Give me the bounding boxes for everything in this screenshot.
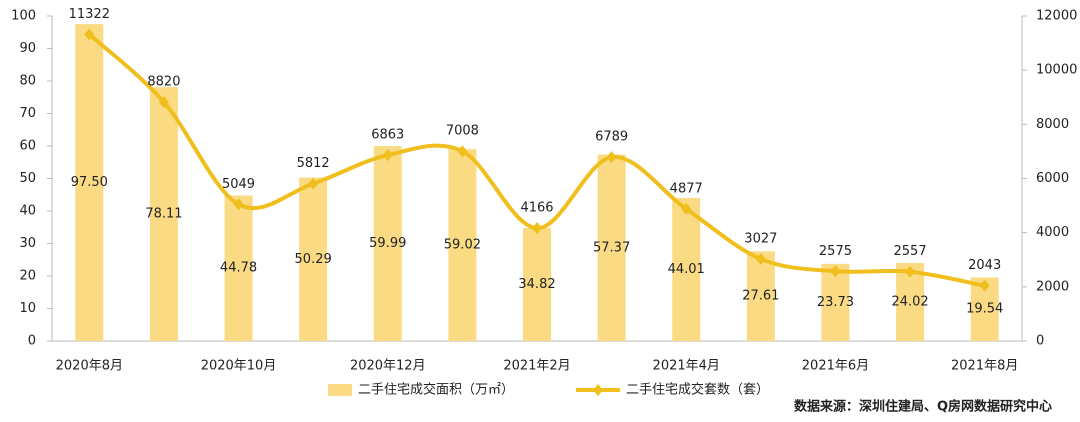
line-value-label: 7008: [446, 124, 479, 139]
line-marker: [755, 253, 766, 266]
bar-value-label: 97.50: [71, 175, 108, 190]
line-marker: [84, 28, 95, 41]
bar: [299, 177, 328, 341]
x-tick-label: 2021年4月: [653, 359, 720, 374]
line-value-label: 5049: [222, 177, 255, 192]
bar-value-label: 78.11: [145, 207, 182, 222]
y-tick-label: 100: [11, 9, 36, 24]
y2-tick-label: 6000: [1036, 171, 1069, 186]
bar: [523, 227, 551, 341]
x-tick-label: 2020年12月: [350, 359, 426, 374]
x-tick-label: 2020年10月: [201, 359, 277, 374]
line-marker: [382, 149, 393, 162]
legend-swatch: [593, 384, 603, 396]
y-tick-label: 0: [28, 334, 36, 349]
line-marker: [979, 279, 990, 292]
bar-value-label: 19.54: [966, 302, 1003, 317]
line-marker: [308, 177, 319, 190]
line-value-label: 4166: [520, 201, 553, 216]
line-value-label: 5812: [297, 156, 330, 171]
y2-tick-label: 4000: [1036, 225, 1069, 240]
x-tick-label: 2021年8月: [951, 359, 1018, 374]
y-tick-label: 40: [19, 204, 36, 219]
line-marker: [457, 145, 468, 158]
bar-value-label: 24.02: [891, 294, 928, 309]
x-tick-label: 2021年2月: [503, 359, 570, 374]
x-tick-label: 2021年6月: [802, 359, 869, 374]
bar-value-label: 50.29: [295, 252, 332, 267]
bar: [448, 149, 477, 341]
line-marker: [681, 202, 692, 215]
legend-label: 二手住宅成交套数（套）: [626, 382, 769, 398]
bar-value-label: 59.99: [369, 236, 406, 251]
bar: [597, 154, 626, 341]
bar: [149, 87, 178, 341]
y2-tick-label: 10000: [1036, 63, 1077, 78]
line-marker: [905, 265, 916, 278]
y-tick-label: 30: [19, 236, 36, 251]
bar: [672, 197, 701, 341]
bar-value-label: 34.82: [518, 277, 555, 292]
line-value-label: 11322: [69, 7, 110, 22]
y2-tick-label: 0: [1036, 334, 1044, 349]
legend-swatch: [328, 384, 352, 396]
source-note: 数据来源：深圳住建局、Q房网数据研究中心: [794, 399, 1052, 415]
y2-tick-label: 2000: [1036, 279, 1069, 294]
line-value-label: 2043: [968, 258, 1001, 273]
bar: [746, 251, 775, 341]
line-value-label: 8820: [147, 75, 180, 90]
bar: [224, 195, 253, 341]
line-value-label: 6863: [371, 128, 404, 143]
y2-tick-label: 8000: [1036, 117, 1069, 132]
x-tick-label: 2020年8月: [56, 359, 123, 374]
bar: [75, 24, 104, 341]
line-marker: [233, 198, 244, 211]
line-marker: [532, 222, 542, 235]
line-marker: [830, 265, 841, 278]
y-tick-label: 90: [19, 41, 36, 56]
y-tick-label: 60: [19, 139, 36, 154]
line-value-label: 4877: [670, 181, 703, 196]
bar-value-label: 57.37: [593, 240, 630, 255]
bar-value-label: 23.73: [817, 295, 854, 310]
line-value-label: 3027: [744, 232, 777, 247]
y2-tick-label: 12000: [1036, 9, 1077, 24]
bar-value-label: 27.61: [742, 289, 779, 304]
bar-value-label: 44.78: [220, 261, 257, 276]
line-value-label: 6789: [595, 130, 628, 145]
y-tick-label: 10: [19, 301, 36, 316]
y-tick-label: 50: [19, 171, 36, 186]
line-marker: [158, 96, 169, 109]
line-value-label: 2557: [894, 244, 927, 259]
y-tick-label: 20: [19, 269, 36, 284]
bar-value-label: 59.02: [444, 238, 481, 253]
bar: [373, 146, 402, 341]
y-tick-label: 70: [19, 106, 36, 121]
y-tick-label: 80: [19, 74, 36, 89]
bar-value-label: 44.01: [668, 262, 705, 277]
legend-label: 二手住宅成交面积（万㎡）: [358, 382, 514, 398]
line-marker: [606, 151, 617, 164]
line-value-label: 2575: [819, 244, 852, 259]
